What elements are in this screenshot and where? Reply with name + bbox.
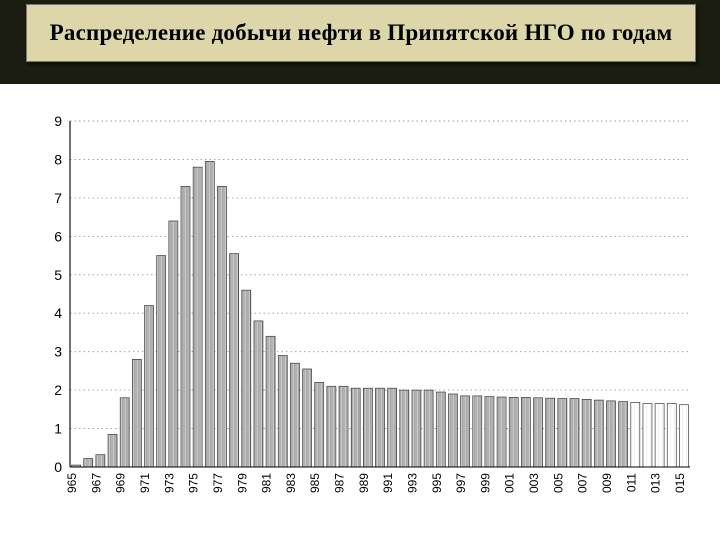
bar <box>363 388 372 467</box>
bar <box>534 398 543 467</box>
bar <box>582 399 591 467</box>
bar <box>266 336 275 467</box>
x-tick-label: 991 <box>381 473 395 493</box>
x-tick-label: 981 <box>260 473 274 493</box>
x-tick-label: 993 <box>405 473 419 493</box>
y-tick-label: 2 <box>54 382 62 398</box>
x-tick-label: 987 <box>333 473 347 493</box>
bar <box>606 401 615 467</box>
title-box: Распределение добычи нефти в Припятской … <box>26 4 696 62</box>
bar <box>570 399 579 467</box>
bar <box>594 400 603 467</box>
bar <box>400 390 409 467</box>
y-tick-label: 1 <box>54 421 62 437</box>
y-tick-label: 6 <box>54 228 62 244</box>
bar <box>290 363 299 467</box>
bar <box>84 459 93 467</box>
bar <box>448 394 457 467</box>
x-tick-label: 985 <box>308 473 322 493</box>
bar <box>242 290 251 467</box>
x-tick-label: 983 <box>284 473 298 493</box>
bar <box>655 404 664 467</box>
x-tick-label: 997 <box>454 473 468 493</box>
y-tick-label: 7 <box>54 190 62 206</box>
bar <box>193 167 202 467</box>
bar <box>217 186 226 467</box>
y-tick-label: 4 <box>54 305 62 321</box>
bar <box>96 455 105 467</box>
bar <box>157 256 166 467</box>
bar <box>327 386 336 467</box>
bar <box>643 404 652 467</box>
bar <box>303 369 312 467</box>
bar <box>679 405 688 467</box>
bar <box>315 382 324 467</box>
bar <box>108 434 117 467</box>
x-tick-label: 979 <box>235 473 249 493</box>
x-tick-label: 973 <box>162 473 176 493</box>
bar <box>667 404 676 467</box>
bar <box>351 388 360 467</box>
slide: Распределение добычи нефти в Припятской … <box>0 0 720 540</box>
bar <box>497 397 506 467</box>
x-tick-label: 007 <box>576 473 590 493</box>
x-tick-label: 971 <box>138 473 152 493</box>
bar <box>339 386 348 467</box>
x-tick-label: 975 <box>187 473 201 493</box>
x-tick-label: 013 <box>649 473 663 493</box>
x-tick-label: 969 <box>114 473 128 493</box>
bar <box>145 306 154 467</box>
bar <box>461 396 470 467</box>
x-tick-label: 001 <box>503 473 517 493</box>
bar <box>619 402 628 467</box>
x-tick-label: 011 <box>624 473 638 492</box>
x-tick-label: 995 <box>430 473 444 493</box>
bar <box>230 254 239 467</box>
x-tick-label: 005 <box>551 473 565 493</box>
x-tick-label: 965 <box>65 473 79 493</box>
bar <box>376 388 385 467</box>
x-tick-label: 009 <box>600 473 614 493</box>
bar <box>181 186 190 467</box>
bar <box>132 359 141 467</box>
bar <box>278 356 287 467</box>
y-tick-label: 3 <box>54 344 62 360</box>
bar <box>388 388 397 467</box>
x-tick-label: 003 <box>527 473 541 493</box>
bar <box>509 397 518 467</box>
bar <box>254 321 263 467</box>
bar <box>546 398 555 467</box>
x-tick-label: 015 <box>673 473 687 493</box>
slide-title: Распределение добычи нефти в Припятской … <box>50 20 673 46</box>
bar <box>558 399 567 467</box>
bar <box>412 390 421 467</box>
bar <box>631 402 640 467</box>
y-tick-label: 8 <box>54 151 62 167</box>
bar-chart-svg: 0 1 2 3 4 5 6 7 8 9 965 967 969 971 973 975 977 979 981 983… <box>38 115 698 530</box>
bar <box>521 397 530 467</box>
bar <box>424 390 433 467</box>
bar <box>473 396 482 467</box>
y-tick-label: 5 <box>54 267 62 283</box>
y-tick-label: 0 <box>54 459 62 475</box>
bar <box>485 397 494 467</box>
bar <box>436 392 445 467</box>
x-tick-label: 967 <box>89 473 103 493</box>
bar <box>205 161 214 467</box>
bar <box>120 398 129 467</box>
chart: 0 1 2 3 4 5 6 7 8 9 965 967 969 971 973 975 977 979 981 983… <box>38 115 698 530</box>
bar <box>169 221 178 467</box>
x-tick-label: 989 <box>357 473 371 493</box>
x-tick-label: 999 <box>478 473 492 493</box>
x-tick-label: 977 <box>211 473 225 493</box>
y-tick-label: 9 <box>54 115 62 129</box>
